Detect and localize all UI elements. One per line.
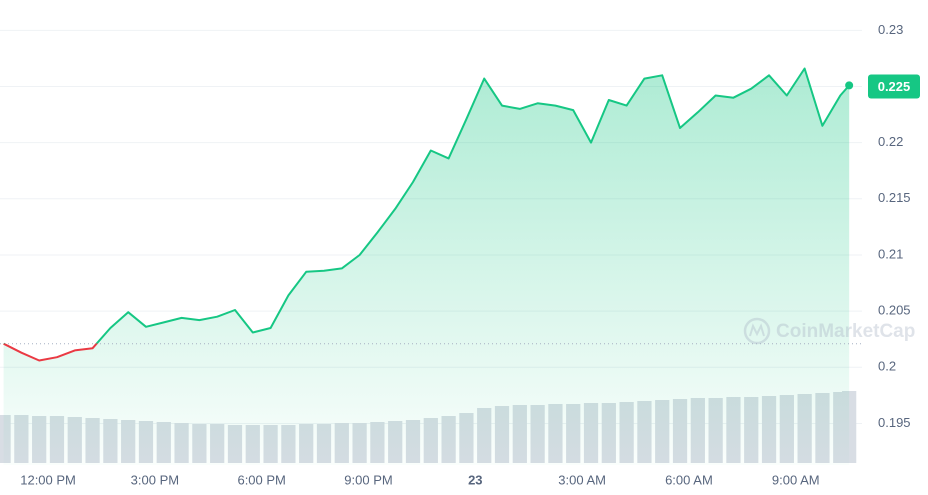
- x-tick-label: 3:00 AM: [558, 472, 606, 487]
- plot: [0, 67, 862, 465]
- y-tick-label: 0.2: [878, 359, 896, 374]
- watermark: CoinMarketCap: [743, 317, 915, 345]
- price-label: 0.225: [878, 79, 911, 94]
- x-tick-label: 6:00 AM: [665, 472, 713, 487]
- x-tick-label: 3:00 PM: [131, 472, 179, 487]
- last-point: [845, 81, 854, 90]
- area: [3, 68, 850, 465]
- x-tick-label: 9:00 PM: [344, 472, 392, 487]
- price-pill: [868, 74, 920, 99]
- x-tick-label: 12:00 PM: [20, 472, 76, 487]
- y-tick-label: 0.21: [878, 246, 903, 261]
- x-tick-label: 9:00 AM: [772, 472, 820, 487]
- y-tick-label: 0.195: [878, 415, 911, 430]
- price-line: [3, 67, 850, 362]
- x-tick-label: 23: [468, 472, 482, 487]
- y-tick-label: 0.215: [878, 190, 911, 205]
- y-tick-label: 0.205: [878, 303, 911, 318]
- y-tick-label: 0.23: [878, 22, 903, 37]
- x-tick-label: 6:00 PM: [237, 472, 285, 487]
- axes: 0.195 0.2 0.205 0.21 0.215 0.22 0.225 0.23 12:00…: [20, 22, 920, 487]
- watermark-text: CoinMarketCap: [776, 321, 915, 342]
- y-tick-label: 0.22: [878, 134, 903, 149]
